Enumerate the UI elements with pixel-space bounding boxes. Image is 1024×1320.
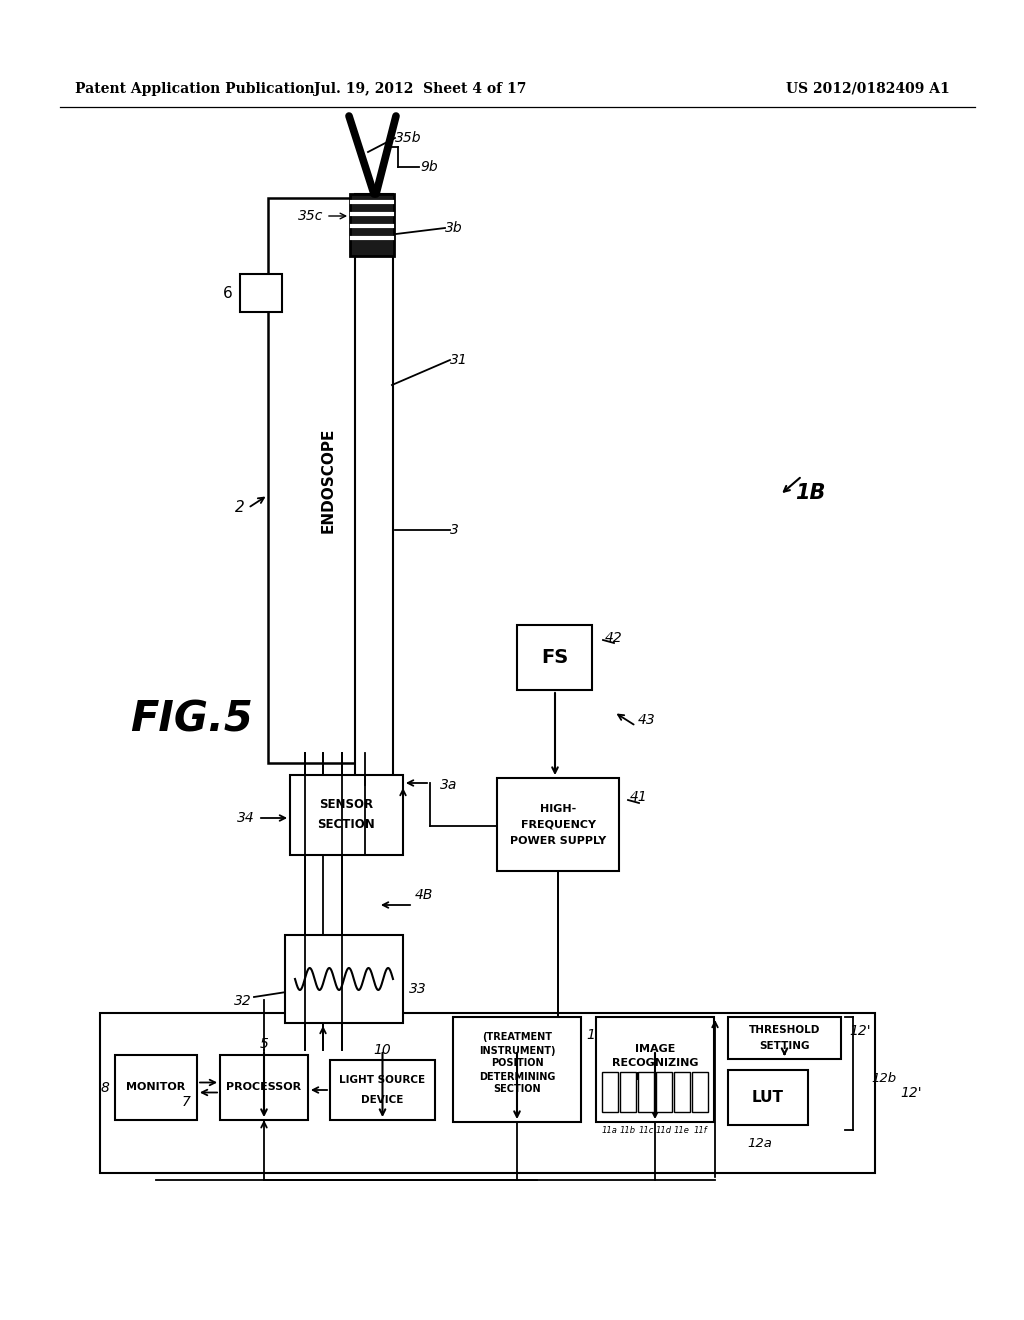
Text: 42: 42 [605,631,623,645]
Text: POSITION: POSITION [490,1059,544,1068]
Bar [728,1071,808,1125]
Bar [620,1072,636,1111]
Text: 7: 7 [181,1094,190,1109]
Text: IMAGE: IMAGE [635,1044,675,1055]
Text: 12a: 12a [748,1137,772,1150]
Bar [453,1016,581,1122]
Text: 2: 2 [236,500,245,516]
Text: US 2012/0182409 A1: US 2012/0182409 A1 [786,82,950,96]
Text: RECOGNIZING: RECOGNIZING [611,1057,698,1068]
Text: LUT: LUT [752,1090,784,1105]
Text: SECTION: SECTION [317,818,376,832]
Bar [497,777,618,871]
Text: DEVICE: DEVICE [361,1096,403,1105]
Text: 10: 10 [374,1043,391,1057]
Text: SETTING: SETTING [759,1041,810,1051]
Text: 35b: 35b [395,131,422,145]
Bar [268,198,388,763]
Bar [115,1055,197,1119]
Text: SENSOR: SENSOR [319,799,374,812]
Text: 34: 34 [238,810,255,825]
Text: LIGHT SOURCE: LIGHT SOURCE [339,1074,426,1085]
Text: 12b: 12b [871,1072,896,1085]
Bar [100,1012,874,1173]
Text: 12': 12' [900,1086,922,1100]
Text: 6: 6 [223,285,233,301]
Text: 11e: 11e [674,1126,690,1135]
Bar [638,1072,654,1111]
Text: 41: 41 [630,789,648,804]
Text: 4B: 4B [415,888,433,902]
Text: 3: 3 [450,523,459,537]
Text: POWER SUPPLY: POWER SUPPLY [510,836,606,846]
Text: 11b: 11b [620,1126,636,1135]
Text: 9b: 9b [420,160,437,174]
Text: SECTION: SECTION [628,1072,682,1081]
Text: 43: 43 [638,713,655,727]
Text: ENDOSCOPE: ENDOSCOPE [321,428,336,533]
Text: 11c: 11c [638,1126,653,1135]
Text: MONITOR: MONITOR [126,1082,185,1093]
Text: 8: 8 [100,1081,109,1094]
Bar [517,624,592,690]
Text: Jul. 19, 2012  Sheet 4 of 17: Jul. 19, 2012 Sheet 4 of 17 [313,82,526,96]
Text: (TREATMENT: (TREATMENT [482,1032,552,1043]
Text: FREQUENCY: FREQUENCY [520,820,596,829]
Text: Patent Application Publication: Patent Application Publication [75,82,314,96]
Text: 3b: 3b [445,220,463,235]
Text: HIGH-: HIGH- [540,804,577,813]
Text: FS: FS [541,648,568,667]
Text: 5: 5 [259,1038,268,1051]
Text: 12': 12' [849,1024,870,1038]
Text: SECTION: SECTION [494,1085,541,1094]
Bar [692,1072,708,1111]
Text: 11': 11' [586,1028,607,1041]
Text: 11a: 11a [602,1126,617,1135]
Text: 35c: 35c [298,209,323,223]
Text: 1B: 1B [795,483,825,503]
Text: PROCESSOR: PROCESSOR [226,1082,301,1093]
Text: THRESHOLD: THRESHOLD [749,1026,820,1035]
Bar [674,1072,690,1111]
Text: DETERMINING: DETERMINING [479,1072,555,1081]
Bar [596,1016,714,1122]
Bar [330,1060,435,1119]
Bar [602,1072,618,1111]
Text: 11f: 11f [693,1126,707,1135]
Text: 32: 32 [234,994,252,1008]
Bar [355,194,393,784]
Bar [728,1016,841,1059]
Bar [285,935,403,1023]
Bar [350,194,394,256]
Text: 3a: 3a [440,777,458,792]
Text: 31: 31 [450,352,468,367]
Bar [290,775,403,855]
Text: FIG.5: FIG.5 [130,700,253,741]
Bar [240,275,282,312]
Text: 11d: 11d [656,1126,672,1135]
Bar [656,1072,672,1111]
Bar [220,1055,308,1119]
Text: 33: 33 [409,982,427,997]
Text: INSTRUMENT): INSTRUMENT) [479,1045,555,1056]
